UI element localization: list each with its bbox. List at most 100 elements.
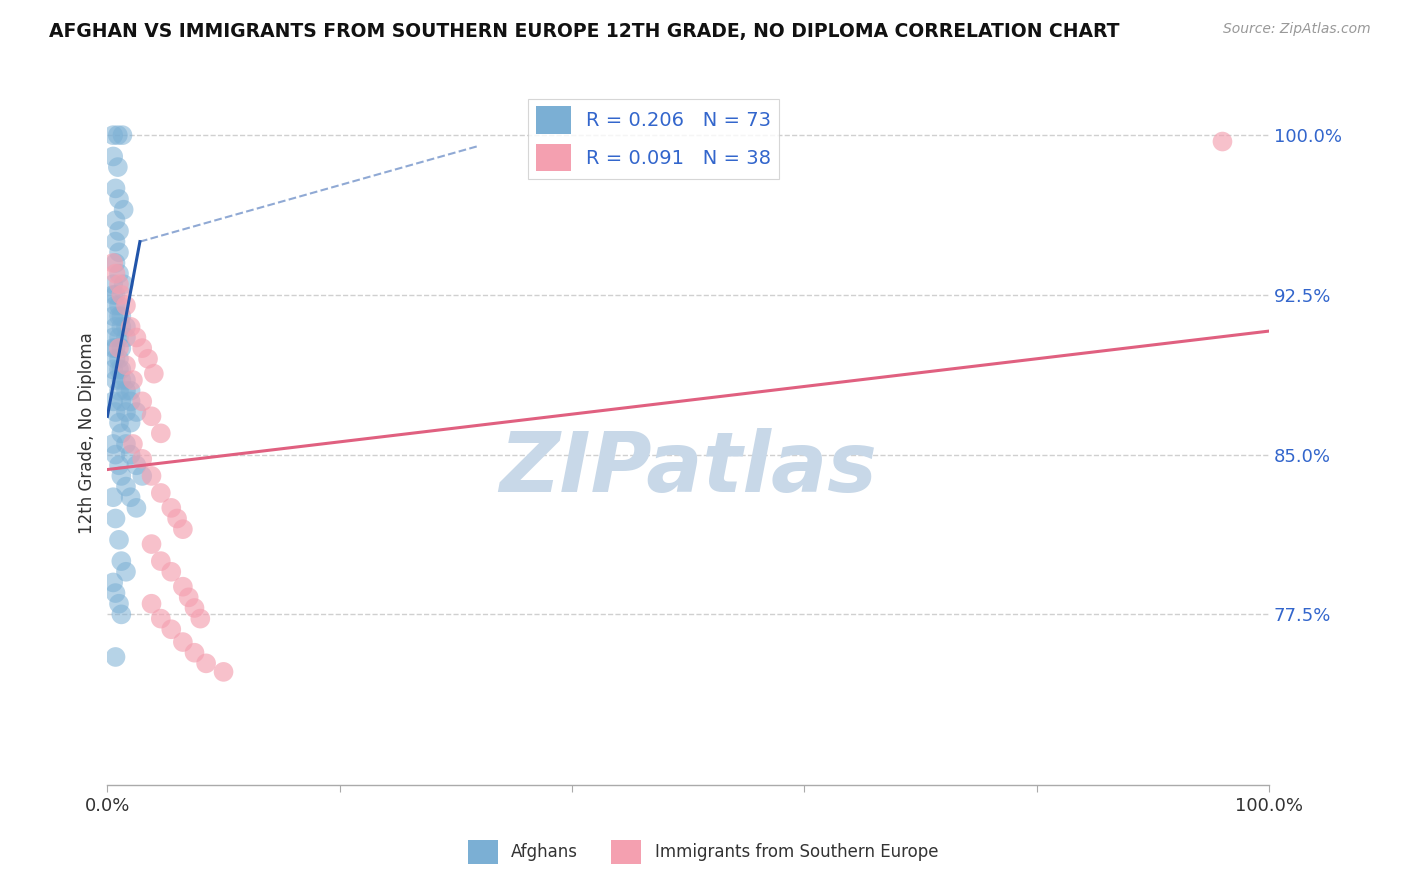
Point	[183, 601, 205, 615]
Point	[104, 267, 127, 281]
Point	[142, 367, 165, 381]
Point	[104, 586, 127, 600]
Point	[104, 341, 127, 355]
Point	[212, 665, 235, 679]
Point	[149, 486, 172, 500]
Point	[108, 224, 131, 238]
Point	[110, 426, 132, 441]
Point	[115, 358, 138, 372]
Point	[103, 330, 125, 344]
Point	[120, 416, 142, 430]
Point	[110, 373, 132, 387]
Point	[166, 511, 188, 525]
Point	[110, 288, 132, 302]
Text: Source: ZipAtlas.com: Source: ZipAtlas.com	[1223, 22, 1371, 37]
Point	[149, 554, 172, 568]
Point	[104, 299, 127, 313]
Point	[120, 384, 142, 398]
Point	[108, 330, 131, 344]
Point	[103, 362, 125, 376]
Point	[122, 437, 145, 451]
Point	[103, 575, 125, 590]
Point	[112, 277, 135, 292]
Point	[131, 341, 153, 355]
Point	[108, 267, 131, 281]
Point	[115, 405, 138, 419]
Point	[141, 597, 163, 611]
Point	[115, 437, 138, 451]
Point	[125, 500, 148, 515]
Point	[110, 319, 132, 334]
Point	[110, 309, 132, 323]
Point	[115, 565, 138, 579]
Point	[104, 213, 127, 227]
Point	[120, 394, 142, 409]
Point	[120, 490, 142, 504]
Point	[110, 394, 132, 409]
Point	[122, 373, 145, 387]
Point	[1211, 135, 1233, 149]
Point	[115, 330, 138, 344]
Point	[160, 565, 183, 579]
Point	[177, 591, 200, 605]
Point	[172, 522, 194, 536]
Point	[104, 181, 127, 195]
Point	[107, 128, 129, 143]
Point	[104, 319, 127, 334]
Point	[136, 351, 159, 366]
Point	[115, 299, 138, 313]
Point	[104, 650, 127, 665]
Point	[108, 416, 131, 430]
Point	[115, 479, 138, 493]
Point	[125, 330, 148, 344]
Point	[104, 373, 127, 387]
Point	[108, 362, 131, 376]
Point	[103, 309, 125, 323]
Point	[115, 384, 138, 398]
Point	[104, 351, 127, 366]
Point	[108, 245, 131, 260]
Point	[110, 607, 132, 622]
Legend: R = 0.206   N = 73, R = 0.091   N = 38: R = 0.206 N = 73, R = 0.091 N = 38	[527, 99, 779, 179]
Point	[125, 458, 148, 473]
Point	[188, 612, 211, 626]
Text: ZIPatlas: ZIPatlas	[499, 428, 877, 509]
Point	[131, 469, 153, 483]
Point	[103, 149, 125, 163]
Point	[108, 351, 131, 366]
Point	[107, 160, 129, 174]
Point	[103, 277, 125, 292]
Point	[108, 309, 131, 323]
Point	[125, 405, 148, 419]
Point	[149, 612, 172, 626]
Point	[160, 622, 183, 636]
Point	[104, 511, 127, 525]
Point	[141, 409, 163, 424]
Point	[120, 448, 142, 462]
Point	[108, 458, 131, 473]
Point	[103, 394, 125, 409]
Legend: Afghans, Immigrants from Southern Europe: Afghans, Immigrants from Southern Europe	[461, 833, 945, 871]
Point	[111, 128, 134, 143]
Point	[131, 394, 153, 409]
Point	[110, 554, 132, 568]
Point	[172, 580, 194, 594]
Point	[112, 202, 135, 217]
Point	[103, 341, 125, 355]
Point	[104, 235, 127, 249]
Point	[103, 256, 125, 270]
Point	[104, 256, 127, 270]
Y-axis label: 12th Grade, No Diploma: 12th Grade, No Diploma	[79, 333, 96, 534]
Point	[104, 405, 127, 419]
Point	[115, 373, 138, 387]
Point	[115, 319, 138, 334]
Point	[103, 437, 125, 451]
Point	[108, 277, 131, 292]
Point	[160, 500, 183, 515]
Point	[195, 657, 218, 671]
Point	[104, 448, 127, 462]
Point	[172, 635, 194, 649]
Point	[183, 646, 205, 660]
Point	[108, 192, 131, 206]
Point	[103, 288, 125, 302]
